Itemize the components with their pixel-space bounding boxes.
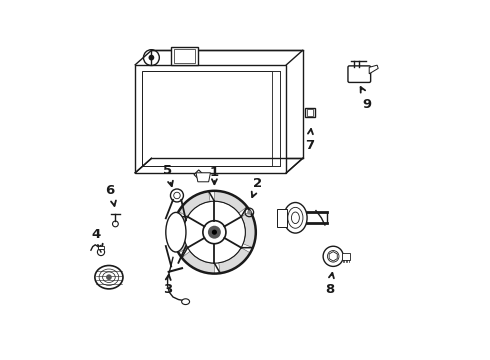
Ellipse shape [284, 202, 307, 233]
Circle shape [208, 226, 221, 239]
Text: 7: 7 [305, 139, 315, 152]
Polygon shape [329, 252, 337, 261]
Text: 6: 6 [105, 184, 115, 197]
Bar [151, 50, 303, 158]
Polygon shape [182, 251, 215, 274]
Circle shape [106, 274, 112, 280]
Text: 4: 4 [91, 228, 100, 240]
Polygon shape [219, 248, 250, 273]
Ellipse shape [292, 212, 299, 224]
Text: 1: 1 [210, 166, 219, 179]
Text: 3: 3 [163, 283, 172, 296]
Text: 8: 8 [325, 283, 334, 296]
Bar [98, 246, 103, 249]
Bar [135, 65, 286, 173]
Text: 2: 2 [253, 177, 262, 190]
Bar [174, 49, 196, 63]
Ellipse shape [95, 266, 123, 289]
Polygon shape [369, 65, 378, 74]
Ellipse shape [182, 299, 190, 305]
Bar [305, 108, 315, 117]
Bar [272, 71, 280, 166]
Ellipse shape [166, 212, 186, 252]
Polygon shape [173, 217, 188, 253]
Bar [142, 71, 280, 166]
Bar [342, 253, 350, 260]
Bar [171, 47, 198, 65]
Polygon shape [194, 170, 203, 179]
Circle shape [247, 210, 251, 215]
FancyBboxPatch shape [348, 66, 370, 82]
Circle shape [148, 55, 154, 60]
Bar [277, 209, 288, 227]
Polygon shape [178, 191, 210, 217]
Ellipse shape [102, 272, 115, 283]
Polygon shape [241, 211, 256, 248]
Text: 5: 5 [163, 165, 172, 177]
Ellipse shape [288, 207, 303, 228]
Bar [307, 109, 314, 116]
Polygon shape [215, 191, 247, 213]
Circle shape [212, 230, 217, 235]
Polygon shape [196, 173, 210, 182]
Ellipse shape [99, 269, 119, 285]
Text: 9: 9 [363, 98, 372, 111]
